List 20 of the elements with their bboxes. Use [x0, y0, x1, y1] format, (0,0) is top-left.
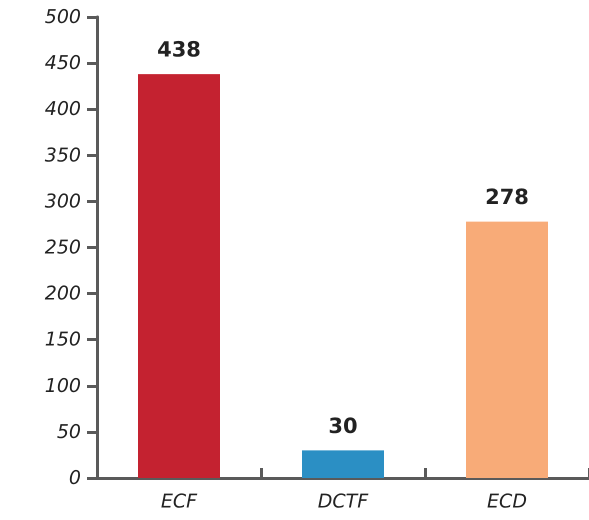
x-tick-label: ECF	[160, 490, 198, 512]
y-tick-label: 250	[44, 236, 81, 258]
data-label: 438	[157, 38, 201, 62]
bar	[466, 222, 548, 478]
data-label: 30	[328, 414, 358, 438]
y-tick-label: 100	[44, 374, 81, 397]
y-tick-label: 0	[68, 467, 81, 489]
y-tick-label: 350	[44, 144, 81, 166]
y-tick-label: 450	[44, 52, 81, 74]
y-tick-label: 50	[56, 420, 81, 443]
y-tick-label: 150	[44, 328, 81, 351]
y-tick-label: 200	[44, 282, 81, 305]
bar	[138, 74, 220, 478]
data-label: 278	[485, 185, 529, 210]
x-tick-label: DCTF	[318, 490, 370, 512]
y-tick-label: 400	[44, 98, 81, 120]
y-tick-label: 500	[44, 6, 81, 28]
y-tick-label: 300	[44, 190, 81, 212]
x-tick-label: ECD	[487, 490, 527, 512]
bar	[302, 450, 384, 478]
